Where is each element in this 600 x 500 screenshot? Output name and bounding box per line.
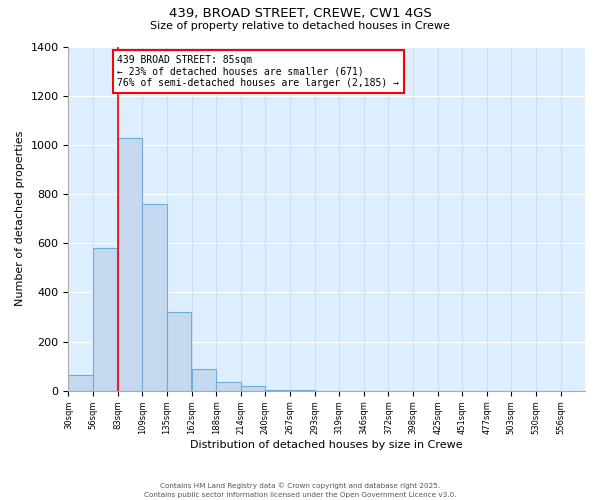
Bar	[192, 368, 216, 391]
Bar	[142, 204, 167, 391]
Bar	[93, 248, 117, 391]
Bar	[118, 138, 142, 391]
Text: Size of property relative to detached houses in Crewe: Size of property relative to detached ho…	[150, 21, 450, 31]
Bar	[167, 312, 191, 391]
Bar	[241, 386, 265, 391]
Bar	[68, 375, 93, 391]
Text: Contains HM Land Registry data © Crown copyright and database right 2025.: Contains HM Land Registry data © Crown c…	[160, 482, 440, 489]
Text: Contains public sector information licensed under the Open Government Licence v3: Contains public sector information licen…	[144, 492, 456, 498]
Text: 439, BROAD STREET, CREWE, CW1 4GS: 439, BROAD STREET, CREWE, CW1 4GS	[169, 8, 431, 20]
Text: 439 BROAD STREET: 85sqm
← 23% of detached houses are smaller (671)
76% of semi-d: 439 BROAD STREET: 85sqm ← 23% of detache…	[118, 55, 400, 88]
Y-axis label: Number of detached properties: Number of detached properties	[15, 131, 25, 306]
X-axis label: Distribution of detached houses by size in Crewe: Distribution of detached houses by size …	[190, 440, 463, 450]
Bar	[216, 382, 241, 391]
Bar	[265, 390, 289, 391]
